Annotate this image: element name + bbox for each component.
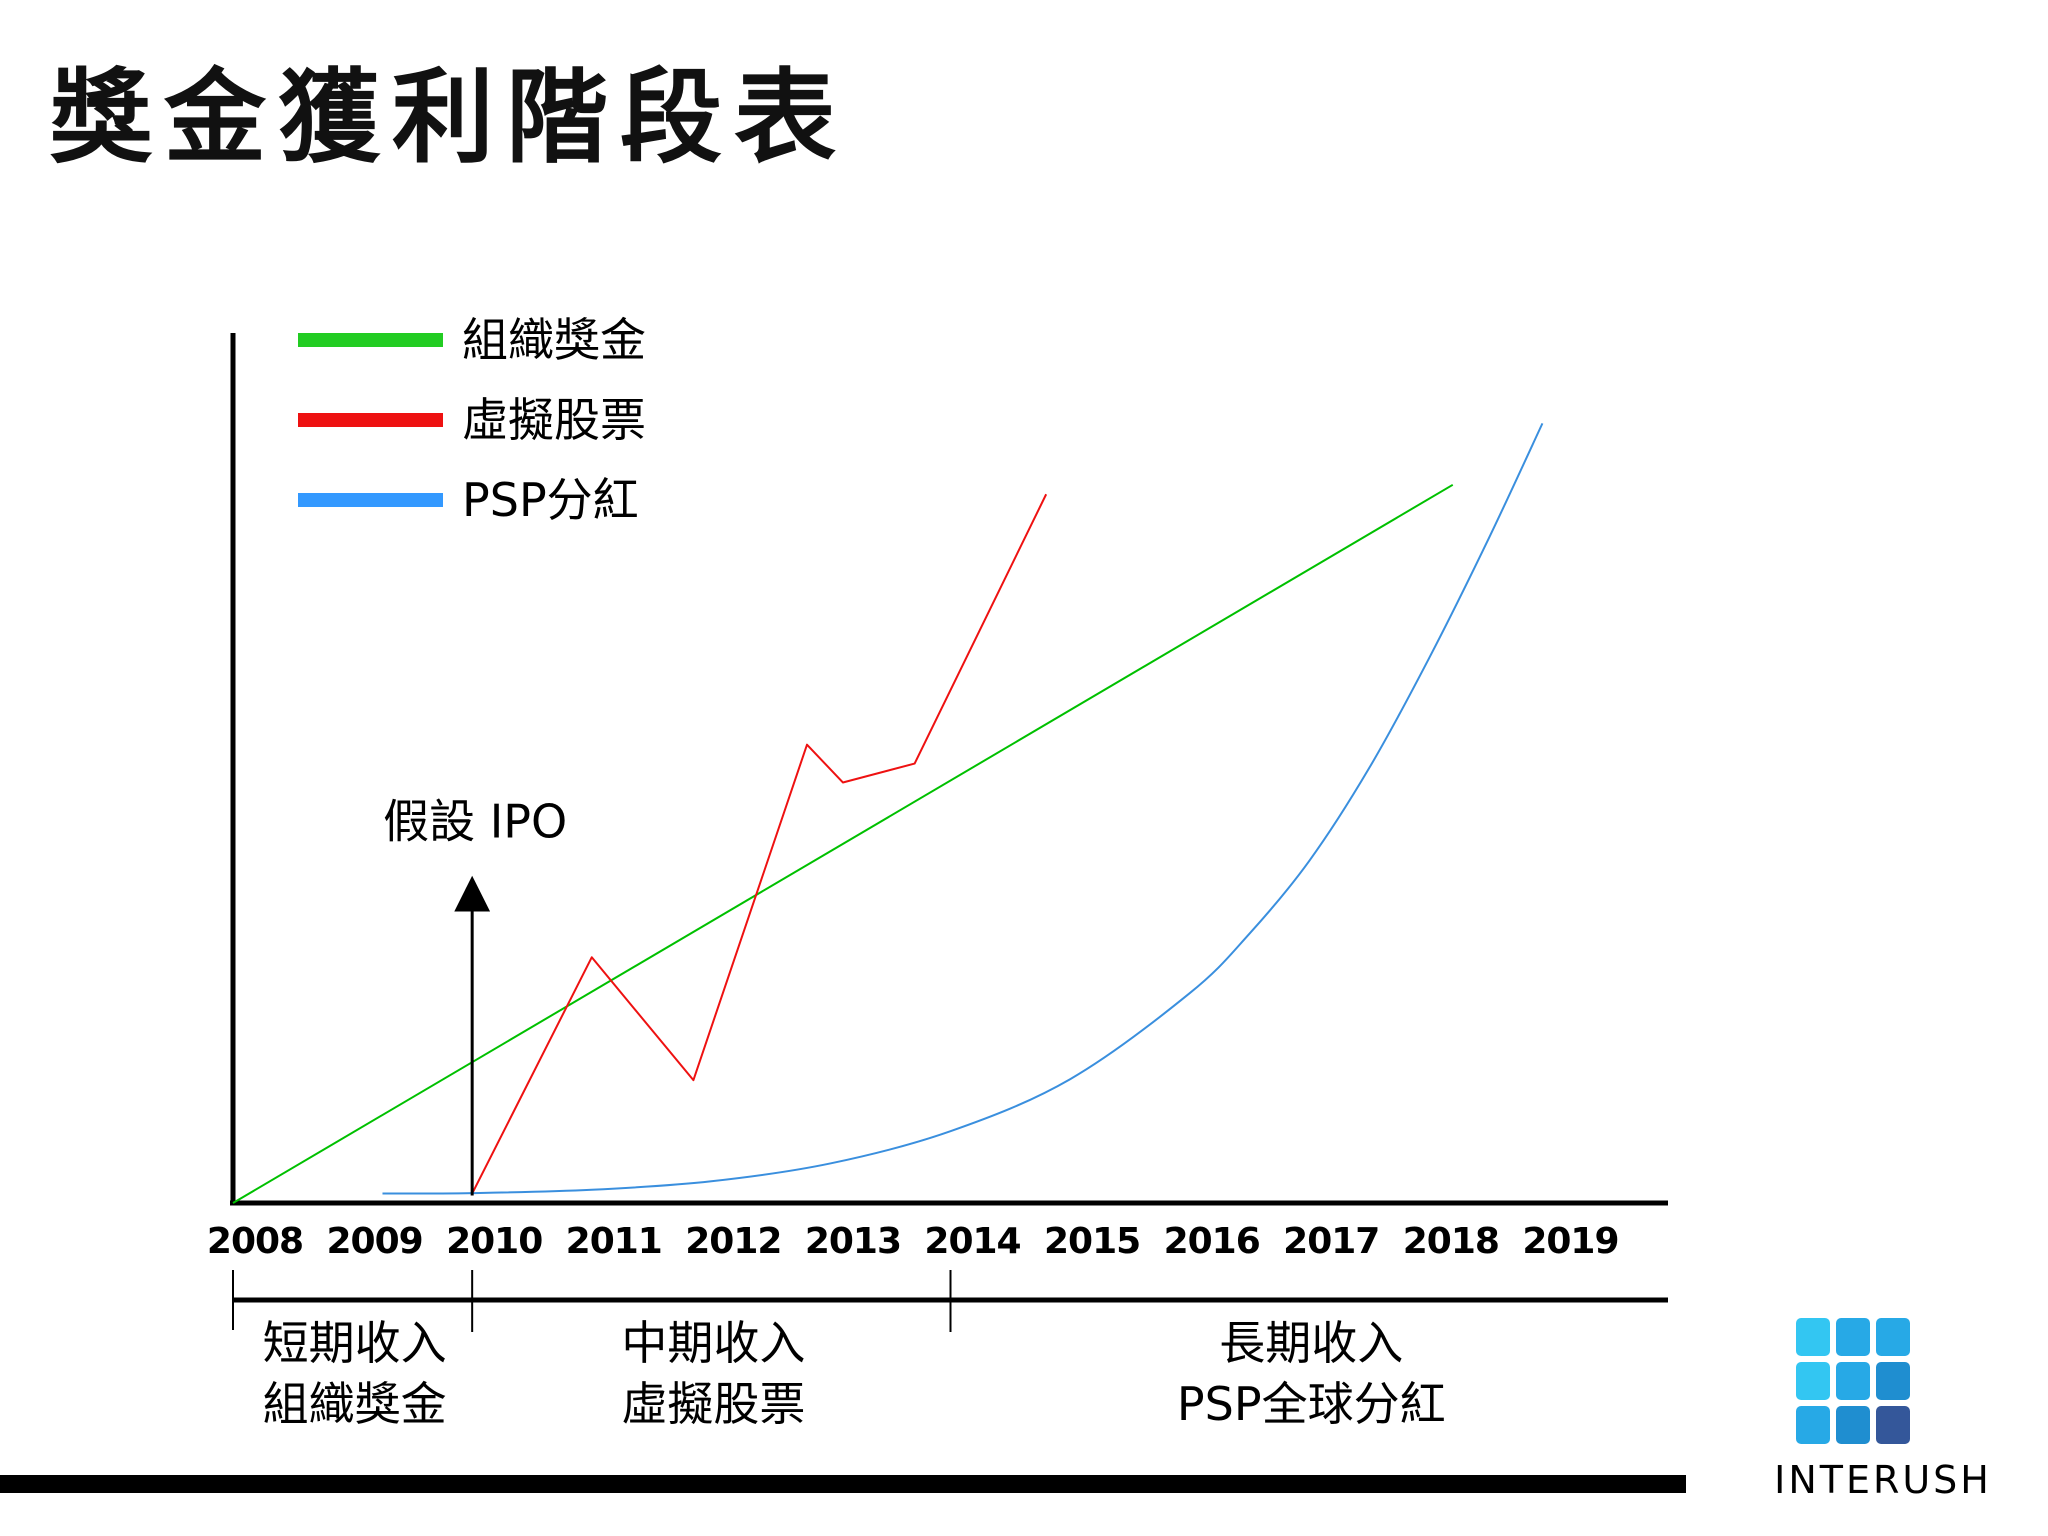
logo-tile — [1836, 1406, 1870, 1444]
phase-label-line2: 組織獎金 — [263, 1377, 447, 1431]
series-line-2 — [471, 493, 1048, 1195]
logo-tile — [1796, 1406, 1830, 1444]
x-tick-label: 2015 — [1044, 1221, 1140, 1262]
logo-tile — [1796, 1318, 1830, 1356]
x-tick-label: 2013 — [805, 1221, 901, 1262]
logo-tile — [1796, 1362, 1830, 1400]
phase-label-line1: 長期收入 — [1219, 1316, 1403, 1370]
legend-label-2: 虛擬股票 — [462, 393, 646, 447]
x-tick-label: 2012 — [685, 1221, 781, 1262]
series-line-3 — [382, 422, 1544, 1195]
x-tick-label: 2018 — [1403, 1221, 1499, 1262]
phase-label-line1: 中期收入 — [621, 1316, 805, 1370]
phase-label-line2: 虛擬股票 — [621, 1377, 805, 1431]
x-tick-label: 2010 — [446, 1221, 542, 1262]
x-tick-label: 2017 — [1283, 1221, 1379, 1262]
phase-label-line1: 短期收入 — [263, 1316, 447, 1370]
logo-tile — [1876, 1406, 1910, 1444]
x-tick-label: 2008 — [207, 1221, 303, 1262]
slide-title: 獎金獲利階段表 — [50, 59, 848, 178]
logo-tile — [1836, 1318, 1870, 1356]
x-tick-label: 2016 — [1164, 1221, 1260, 1262]
logo-tile — [1876, 1318, 1910, 1356]
logo-tile — [1876, 1362, 1910, 1400]
logo-text: INTERUSH — [1774, 1458, 1992, 1502]
footer-bar — [0, 1475, 1686, 1493]
x-tick-label: 2014 — [924, 1221, 1020, 1262]
logo-tile — [1836, 1362, 1870, 1400]
x-tick-label: 2009 — [326, 1221, 422, 1262]
series-line-1 — [232, 483, 1454, 1204]
ipo-annotation-label: 假設 IPO — [383, 795, 567, 849]
x-tick-label: 2019 — [1522, 1221, 1618, 1262]
legend-label-3: PSP分紅 — [462, 473, 639, 527]
x-tick-label: 2011 — [566, 1221, 662, 1262]
phase-label-line2: PSP全球分紅 — [1177, 1377, 1446, 1431]
legend-label-1: 組織獎金 — [462, 313, 646, 367]
